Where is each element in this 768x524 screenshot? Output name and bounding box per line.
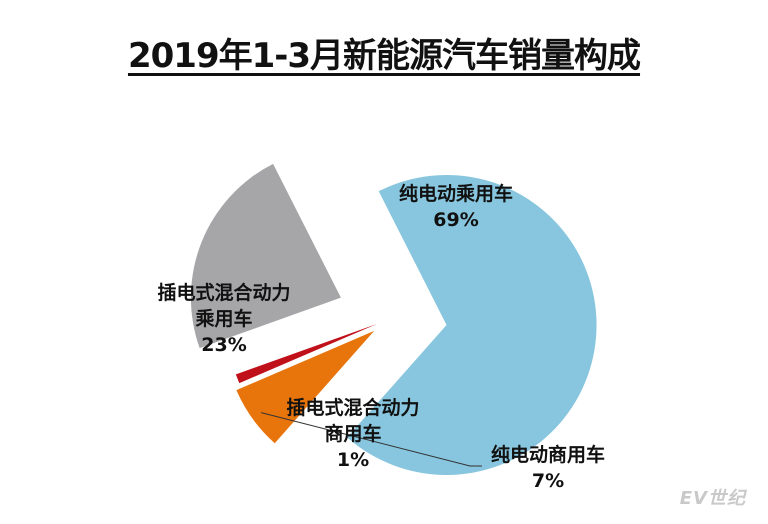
- watermark-logo: EV世纪: [679, 488, 746, 509]
- slice-label-3: 插电式混合动力乘用车 23%: [157, 281, 290, 356]
- leader-lines: [261, 412, 482, 467]
- slice-label-0: 纯电动乘用车 69%: [399, 182, 513, 231]
- pie-slice-2: [235, 323, 378, 384]
- slice-label-1: 纯电动商用车 7%: [491, 443, 605, 492]
- pie-slice-0: [347, 175, 597, 476]
- slice-label-2: 插电式混合动力商用车 1%: [286, 396, 419, 471]
- pie-slice-3: [190, 163, 341, 349]
- chart-title: 2019年1-3月新能源汽车销量构成: [127, 36, 641, 76]
- leader-line-1: [261, 412, 482, 467]
- slice-labels: 纯电动乘用车 69% 纯电动商用车 7% 插电式混合动力商用车 1% 插电式混合动力乘用车 2…: [157, 182, 605, 492]
